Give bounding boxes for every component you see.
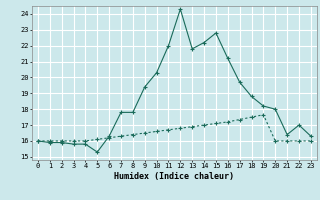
- X-axis label: Humidex (Indice chaleur): Humidex (Indice chaleur): [115, 172, 234, 181]
